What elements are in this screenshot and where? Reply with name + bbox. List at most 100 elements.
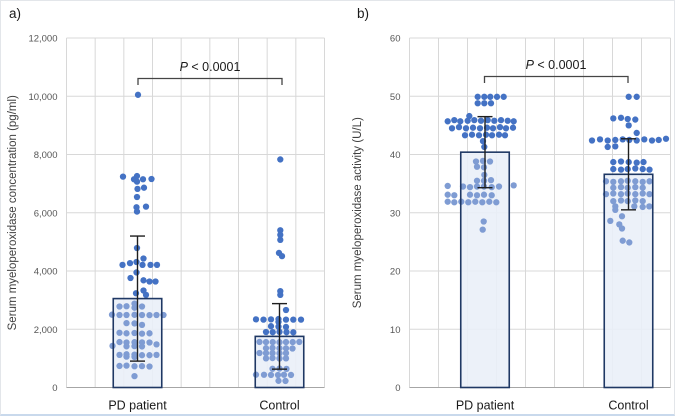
data-point (495, 183, 503, 190)
data-point (639, 197, 646, 205)
data-point (132, 290, 140, 297)
data-point (138, 352, 146, 359)
gridlines-a (66, 37, 325, 388)
y-tick-label: 6,000 (34, 208, 58, 219)
category-label-b-1: Control (608, 399, 648, 413)
data-point (639, 165, 646, 173)
data-point (451, 199, 458, 206)
data-point (487, 93, 494, 100)
data-point (146, 339, 153, 346)
data-point (646, 190, 653, 198)
data-point (472, 198, 479, 205)
category-label-a-1: Control (259, 399, 299, 413)
y-tick-label: 10 (390, 325, 401, 336)
data-point (146, 278, 153, 285)
data-point (610, 115, 617, 122)
data-point (277, 227, 284, 234)
data-point (138, 303, 146, 310)
data-point (617, 114, 625, 121)
significance-label-a: P < 0.0001 (180, 60, 241, 74)
data-point (116, 362, 123, 370)
data-point (267, 323, 275, 330)
data-point (504, 117, 511, 124)
data-point (451, 116, 458, 124)
data-point (140, 277, 147, 284)
data-point (146, 311, 153, 319)
data-point (496, 123, 504, 131)
data-point (119, 173, 127, 180)
data-point (502, 125, 510, 132)
data-point (487, 176, 495, 184)
data-point (262, 345, 270, 352)
error-bar-a-1 (272, 302, 287, 370)
data-point (274, 371, 282, 379)
y-tick-label: 0 (395, 383, 400, 394)
data-point (480, 183, 488, 190)
data-point (116, 311, 123, 319)
data-point (131, 320, 138, 327)
data-point (282, 316, 290, 323)
data-point (617, 178, 625, 185)
bar-fill-b-0 (460, 152, 510, 388)
data-point (142, 291, 150, 299)
y-tick-label: 4,000 (34, 267, 58, 278)
data-point (260, 316, 267, 323)
data-point (133, 269, 140, 276)
data-point (123, 353, 130, 360)
data-point (509, 124, 517, 131)
data-point (639, 178, 646, 186)
data-point (624, 165, 631, 173)
data-point (624, 177, 631, 184)
data-point (461, 132, 469, 139)
data-point (632, 183, 639, 191)
data-point (618, 225, 626, 232)
data-point (282, 349, 290, 357)
data-point (632, 165, 639, 172)
data-point (633, 129, 640, 137)
data-point (473, 192, 481, 199)
data-point (604, 143, 611, 151)
error-bar-b-0 (477, 115, 493, 189)
data-point (139, 176, 147, 183)
data-point (123, 303, 130, 310)
data-point (148, 175, 155, 183)
data-point (289, 338, 296, 346)
data-point (138, 311, 146, 319)
data-point (480, 177, 488, 184)
data-point (648, 137, 656, 144)
data-point (617, 183, 625, 191)
data-point (455, 123, 463, 131)
data-point (626, 136, 633, 144)
data-point (123, 311, 130, 319)
data-point (287, 371, 295, 379)
panel-b: 0 10 20 30 40 50 60 Serum myeloperoxidase activ… (352, 6, 671, 413)
data-point (131, 363, 138, 370)
data-point (269, 354, 276, 362)
data-point (500, 93, 507, 100)
data-point (646, 166, 653, 173)
y-tick-labels-b: 0 10 20 30 40 50 60 (390, 34, 401, 395)
data-point (479, 226, 486, 233)
data-point (457, 118, 464, 125)
data-point (153, 341, 160, 348)
data-point (444, 198, 451, 205)
error-bar-b-1 (621, 138, 636, 211)
y-tick-label: 20 (390, 267, 401, 278)
data-point (486, 198, 493, 205)
data-point (617, 197, 625, 204)
data-point (474, 100, 481, 107)
data-point (262, 355, 270, 362)
data-point (473, 163, 481, 170)
data-point (493, 93, 501, 100)
data-point (138, 362, 146, 370)
data-point (480, 164, 488, 171)
data-point (290, 316, 297, 323)
data-point (618, 213, 626, 220)
data-point (510, 118, 517, 125)
data-point (481, 93, 488, 100)
data-point (626, 239, 633, 246)
data-point (289, 345, 296, 352)
data-point (465, 199, 472, 206)
scatter-points-a-0 (108, 91, 167, 380)
